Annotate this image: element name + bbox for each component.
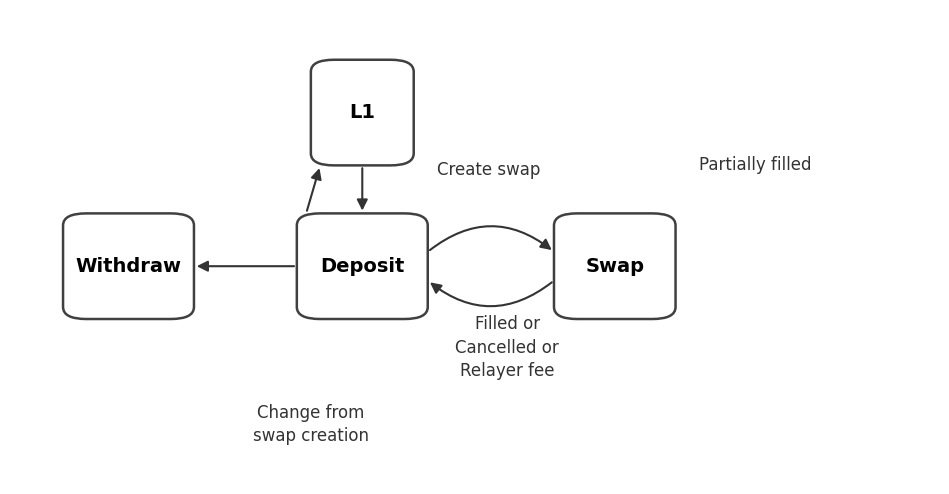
Text: Change from
swap creation: Change from swap creation: [252, 404, 369, 446]
Text: Swap: Swap: [586, 257, 644, 276]
Text: Partially filled: Partially filled: [698, 157, 811, 174]
FancyBboxPatch shape: [554, 213, 676, 319]
Text: Withdraw: Withdraw: [76, 257, 181, 276]
FancyBboxPatch shape: [63, 213, 194, 319]
Text: Deposit: Deposit: [320, 257, 404, 276]
Text: Create swap: Create swap: [437, 161, 540, 179]
FancyBboxPatch shape: [297, 213, 428, 319]
Text: Filled or
Cancelled or
Relayer fee: Filled or Cancelled or Relayer fee: [456, 315, 559, 380]
Text: L1: L1: [349, 103, 375, 122]
FancyBboxPatch shape: [311, 60, 414, 165]
